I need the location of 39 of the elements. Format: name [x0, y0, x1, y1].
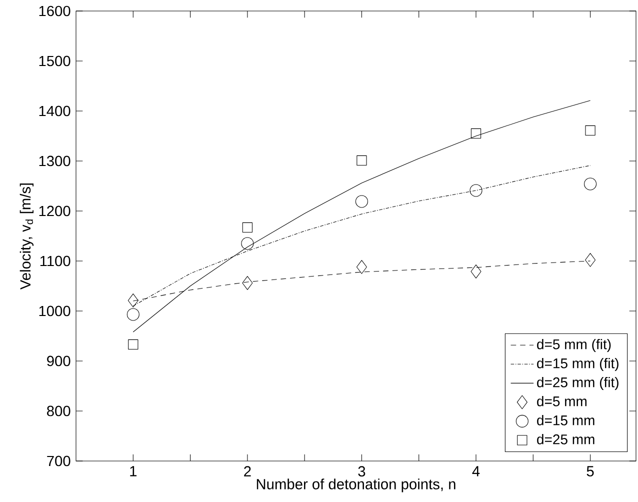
legend-label: d=15 mm (fit) — [537, 358, 618, 372]
point — [585, 253, 596, 267]
point — [470, 184, 482, 197]
point — [355, 195, 368, 208]
y-tick-label: 700 — [47, 456, 70, 466]
point — [470, 128, 482, 139]
x-tick-label: 3 — [358, 466, 366, 477]
legend-label: d=25 mm (fit) — [537, 377, 618, 390]
x-tick-label: 1 — [130, 466, 137, 476]
point — [242, 222, 252, 233]
y-tick-label: 1500 — [39, 56, 70, 66]
point — [242, 276, 253, 290]
y-tick-label: 1300 — [39, 156, 70, 166]
line-series — [132, 100, 591, 332]
point — [584, 178, 597, 190]
legend-label: d=5 mm — [537, 396, 586, 406]
point — [470, 264, 482, 278]
y-tick-label: 900 — [47, 356, 70, 366]
point — [356, 260, 367, 274]
y-tick-label: 1000 — [39, 306, 70, 316]
point — [241, 237, 254, 250]
y-tick-label: 1200 — [39, 206, 70, 216]
y-tick-label: 1400 — [39, 106, 70, 116]
legend-label: d=15 mm — [537, 415, 594, 426]
y-tick-label: 1100 — [40, 256, 70, 266]
y-tick-label: 1600 — [39, 6, 70, 16]
point — [585, 125, 596, 136]
point — [356, 155, 367, 166]
y-axis-title: Velocity, v$_{d}$ [m/s] — [20, 183, 34, 290]
point — [126, 308, 140, 321]
point — [128, 294, 138, 308]
legend-label: d=25 mm — [537, 434, 594, 444]
point — [128, 339, 138, 350]
x-tick-label: 5 — [586, 466, 594, 476]
x-tick-label: 2 — [244, 466, 251, 476]
x-tick-label: 4 — [472, 466, 480, 476]
legend-label: d=5 mm (fit) — [537, 338, 611, 352]
x-axis-title: Number of detonation points, n — [256, 478, 456, 492]
y-tick-label: 800 — [47, 406, 70, 416]
